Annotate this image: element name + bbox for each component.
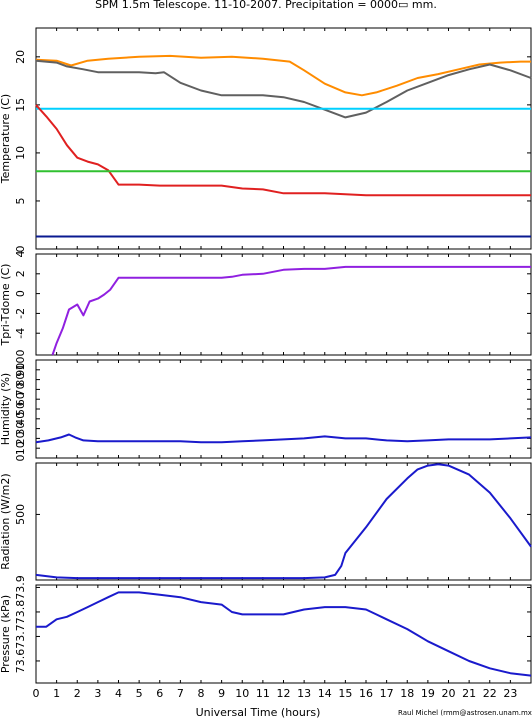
x-tick-label: 3 bbox=[94, 687, 101, 700]
x-axis: 0 1 2 3 4 5 6 7 8 9 10 11 12 13 14 15 16 17 18 19 20 21 22 23 bbox=[33, 687, 518, 700]
y-tick-label: 50 bbox=[14, 402, 27, 416]
y-tick-label: 0 bbox=[14, 290, 27, 297]
panel-frame bbox=[35, 584, 532, 684]
x-tick-label: 14 bbox=[318, 687, 332, 700]
x-tick-label: 19 bbox=[421, 687, 435, 700]
panel-frame bbox=[35, 359, 532, 459]
panel-1: 0 5 10 15 20 Temperature (C) bbox=[0, 27, 532, 253]
y-tick-label: 20 bbox=[14, 50, 27, 64]
x-tick-label: 6 bbox=[156, 687, 163, 700]
x-axis-label: Universal Time (hours) bbox=[196, 706, 321, 719]
series-line-1 bbox=[51, 265, 531, 356]
y-tick-label: 0 bbox=[14, 246, 27, 253]
x-tick-label: 9 bbox=[218, 687, 225, 700]
y-tick-label: 40 bbox=[14, 412, 27, 426]
y-axis-label: Temperature (C) bbox=[0, 94, 12, 184]
x-tick-label: 8 bbox=[198, 687, 205, 700]
x-tick-label: 1 bbox=[53, 687, 60, 700]
series-line-1 bbox=[36, 591, 532, 677]
x-tick-label: 15 bbox=[338, 687, 352, 700]
y-tick-label: 60 bbox=[14, 392, 27, 406]
y-tick-label: 70 bbox=[14, 382, 27, 396]
y-axis-label: Pressure (kPa) bbox=[0, 595, 12, 673]
series-line-1 bbox=[35, 433, 532, 444]
x-tick-label: 23 bbox=[503, 687, 517, 700]
y-tick-label: 20 bbox=[14, 431, 27, 445]
y-tick-label: 73.8 bbox=[14, 600, 27, 625]
y-tick-label: 30 bbox=[14, 422, 27, 436]
y-tick-label: 90 bbox=[14, 363, 27, 377]
y-tick-label: 4 bbox=[14, 251, 27, 258]
y-tick-label: 15 bbox=[14, 98, 27, 112]
x-tick-label: 12 bbox=[277, 687, 291, 700]
chart-title: SPM 1.5m Telescope. 11-10-2007. Precipit… bbox=[95, 0, 437, 11]
x-tick-label: 5 bbox=[136, 687, 143, 700]
x-tick-label: 18 bbox=[400, 687, 414, 700]
series-line-1 bbox=[35, 463, 532, 580]
y-tick-label: 5 bbox=[14, 197, 27, 204]
y-tick-label: 80 bbox=[14, 373, 27, 387]
x-tick-label: 0 bbox=[33, 687, 40, 700]
x-tick-label: 20 bbox=[442, 687, 456, 700]
credit-text: Raul Michel (rmm@astrosen.unam.mx) bbox=[398, 709, 532, 717]
x-tick-label: 13 bbox=[297, 687, 311, 700]
y-tick-label: 10 bbox=[14, 441, 27, 455]
x-tick-label: 16 bbox=[359, 687, 373, 700]
y-axis-label: Tpri-Tdome (C) bbox=[0, 264, 12, 347]
y-tick-label: -4 bbox=[14, 328, 27, 339]
y-tick-label: 73.9 bbox=[14, 575, 27, 600]
y-tick-label: 73.6 bbox=[14, 649, 27, 674]
y-tick-label: 73.7 bbox=[14, 624, 27, 649]
x-tick-label: 2 bbox=[74, 687, 81, 700]
y-tick-label: 10 bbox=[14, 146, 27, 160]
series-line-2 bbox=[35, 59, 532, 119]
y-axis-label: Radiation (W/m2) bbox=[0, 473, 12, 569]
x-tick-label: 7 bbox=[177, 687, 184, 700]
x-tick-label: 4 bbox=[115, 687, 122, 700]
panel-frame bbox=[35, 462, 532, 581]
series-line-1 bbox=[35, 54, 531, 97]
y-tick-label: 0 bbox=[14, 455, 27, 462]
x-tick-label: 21 bbox=[462, 687, 476, 700]
panels-group: 0 5 10 15 20 Temperature (C) -4 -2 0 2 4Tpri-Tdome… bbox=[0, 27, 532, 684]
x-tick-label: 11 bbox=[256, 687, 270, 700]
y-tick-label: 100 bbox=[14, 350, 27, 371]
series-line-4 bbox=[35, 104, 531, 197]
x-tick-label: 10 bbox=[235, 687, 249, 700]
x-tick-label: 17 bbox=[380, 687, 394, 700]
x-tick-label: 22 bbox=[483, 687, 497, 700]
y-tick-label: 500 bbox=[14, 504, 27, 525]
y-axis-label: Humidity (%) bbox=[0, 373, 12, 445]
y-tick-label: -2 bbox=[14, 308, 27, 319]
y-tick-label: 2 bbox=[14, 270, 27, 277]
